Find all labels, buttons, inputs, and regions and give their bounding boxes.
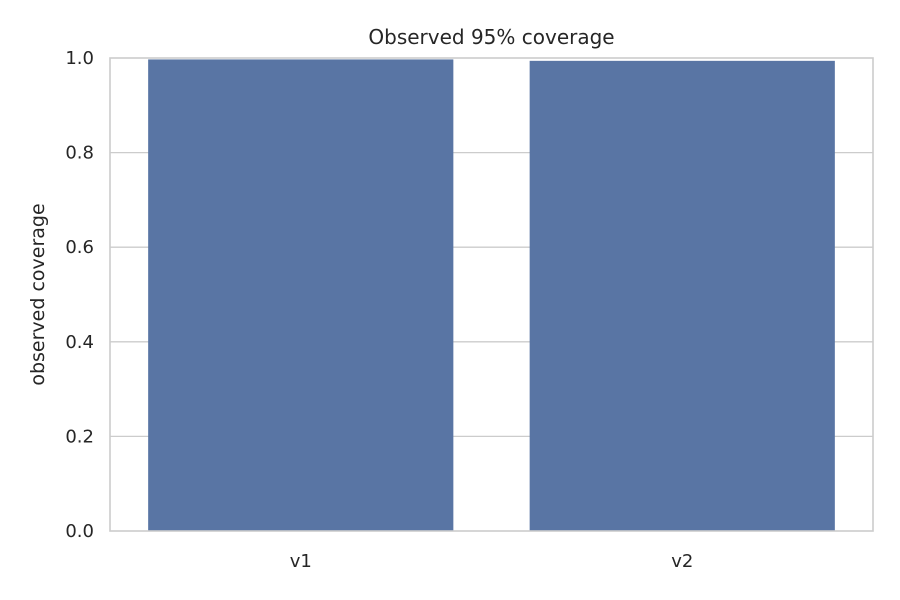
y-tick-label: 0.6 — [65, 237, 94, 258]
bar-v2 — [529, 60, 835, 531]
x-tick-label-v2: v2 — [671, 551, 693, 572]
y-ticks: 0.0 0.2 0.4 0.6 0.8 1.0 — [65, 48, 94, 542]
bars — [148, 59, 835, 531]
y-tick-label: 0.0 — [65, 521, 94, 542]
x-ticks: v1 v2 — [290, 551, 694, 572]
y-axis-label: observed coverage — [27, 203, 49, 385]
y-tick-label: 0.4 — [65, 332, 94, 353]
y-tick-label: 0.8 — [65, 143, 94, 164]
plot-frame — [109, 57, 874, 532]
bar-v1 — [148, 59, 454, 531]
y-tick-label: 1.0 — [65, 48, 94, 69]
x-tick-label-v1: v1 — [290, 551, 312, 572]
y-tick-label: 0.2 — [65, 426, 94, 447]
chart-title: Observed 95% coverage — [368, 25, 614, 49]
